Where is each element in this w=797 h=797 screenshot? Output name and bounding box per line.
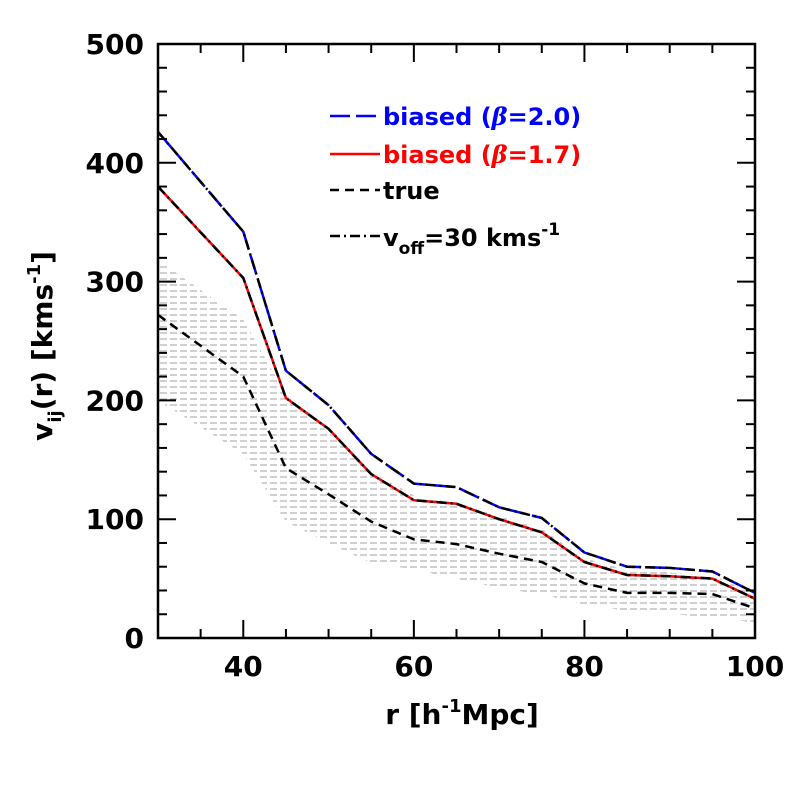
series-line-true xyxy=(157,313,756,610)
scatter-band-area xyxy=(158,260,755,623)
legend-label-voff: voff=30 kms-1 xyxy=(383,220,560,259)
legend: biased (β=2.0) biased (β=1.7) true voff=… xyxy=(330,102,581,259)
y-tick-label: 0 xyxy=(125,622,144,655)
legend-item-biased-2-0: biased (β=2.0) xyxy=(330,102,581,131)
legend-item-biased-1-7: biased (β=1.7) xyxy=(330,140,581,169)
legend-item-voff: voff=30 kms-1 xyxy=(330,220,560,259)
ticks xyxy=(157,43,756,639)
y-axis-label: vij(r) [kms-1] xyxy=(24,251,66,441)
x-tick-label: 100 xyxy=(726,650,784,683)
series-line-voff-1 xyxy=(157,185,756,600)
legend-label-true: true xyxy=(383,177,440,205)
y-tick-label: 500 xyxy=(86,28,144,61)
legend-label-biased-1-7: biased (β=1.7) xyxy=(383,140,581,169)
tick-labels: 40 60 80 100 0 100 200 300 400 500 xyxy=(86,28,785,683)
y-tick-label: 100 xyxy=(86,503,144,536)
x-axis-label: r [h-1Mpc] xyxy=(385,696,539,731)
y-tick-label: 200 xyxy=(86,384,144,417)
legend-item-true: true xyxy=(330,177,440,205)
x-tick-label: 80 xyxy=(565,650,604,683)
y-tick-label: 400 xyxy=(86,147,144,180)
series-line-voff-0 xyxy=(157,131,756,595)
x-tick-label: 60 xyxy=(394,650,433,683)
legend-label-biased-2-0: biased (β=2.0) xyxy=(383,102,581,131)
x-tick-label: 40 xyxy=(224,650,263,683)
series-line-biased-2-0 xyxy=(157,131,756,595)
y-tick-label: 300 xyxy=(86,266,144,299)
scatter-band xyxy=(158,260,755,623)
series-lines xyxy=(157,131,756,610)
